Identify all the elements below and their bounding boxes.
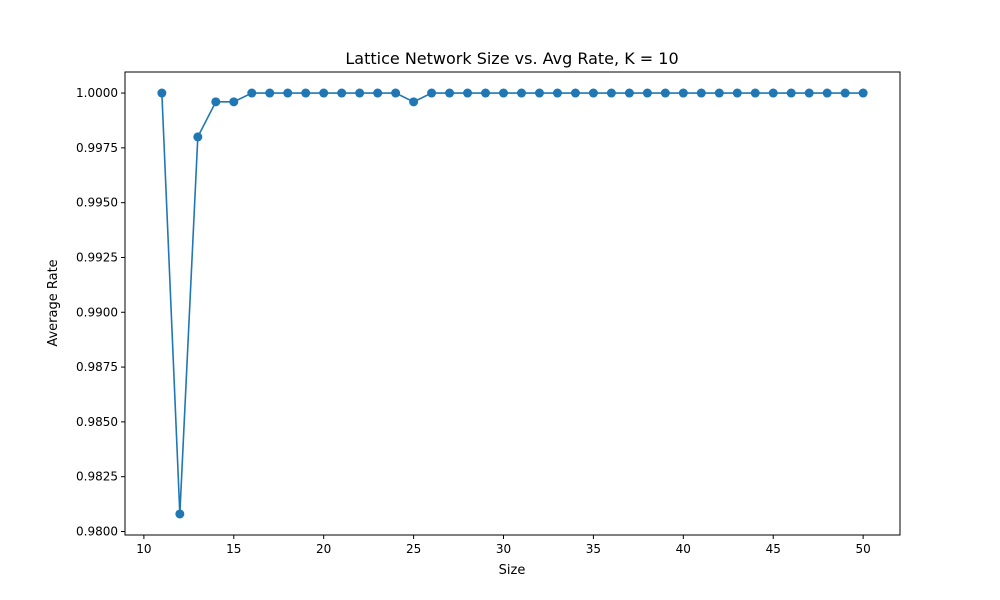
data-point <box>696 88 706 98</box>
data-point <box>409 97 419 107</box>
data-point <box>624 88 634 98</box>
data-point <box>858 88 868 98</box>
data-point <box>391 88 401 98</box>
data-point <box>301 88 311 98</box>
y-tick-label: 0.9800 <box>76 524 118 538</box>
data-point <box>768 88 778 98</box>
x-tick-label: 50 <box>855 542 870 556</box>
data-point <box>427 88 437 98</box>
y-axis-label: Average Rate <box>46 259 61 346</box>
data-point <box>606 88 616 98</box>
x-tick-label: 40 <box>676 542 691 556</box>
data-point <box>660 88 670 98</box>
data-point <box>463 88 473 98</box>
x-tick-label: 15 <box>226 542 241 556</box>
data-point <box>481 88 491 98</box>
y-tick-label: 0.9950 <box>76 196 118 210</box>
x-tick-label: 10 <box>136 542 151 556</box>
data-point <box>193 132 203 142</box>
plot-frame <box>124 71 901 536</box>
y-tick-label: 1.0000 <box>76 86 118 100</box>
data-point <box>822 88 832 98</box>
y-tick-label: 0.9975 <box>76 141 118 155</box>
data-point <box>570 88 580 98</box>
series-line <box>161 92 864 514</box>
data-point <box>516 88 526 98</box>
data-point <box>642 88 652 98</box>
data-point <box>265 88 275 98</box>
data-point <box>157 88 167 98</box>
x-tick-label: 20 <box>316 542 331 556</box>
x-tick-label: 35 <box>586 542 601 556</box>
data-point <box>445 88 455 98</box>
data-point <box>247 88 257 98</box>
data-point <box>283 88 293 98</box>
y-tick-label: 0.9825 <box>76 470 118 484</box>
data-point <box>319 88 329 98</box>
data-point <box>175 509 185 519</box>
chart-title: Lattice Network Size vs. Avg Rate, K = 1… <box>345 49 678 68</box>
x-tick-label: 25 <box>406 542 421 556</box>
x-axis-label: Size <box>499 563 526 578</box>
data-point <box>840 88 850 98</box>
data-point <box>499 88 509 98</box>
data-point <box>355 88 365 98</box>
x-tick-label: 45 <box>766 542 781 556</box>
data-point <box>588 88 598 98</box>
data-point <box>750 88 760 98</box>
data-point <box>229 97 239 107</box>
y-tick-label: 0.9925 <box>76 250 118 264</box>
data-point <box>732 88 742 98</box>
y-tick-label: 0.9850 <box>76 415 118 429</box>
data-point <box>534 88 544 98</box>
data-point <box>804 88 814 98</box>
data-point <box>552 88 562 98</box>
data-point <box>373 88 383 98</box>
y-tick-label: 0.9900 <box>76 305 118 319</box>
data-point <box>714 88 724 98</box>
series-layer <box>157 88 868 519</box>
y-axis: 0.9800 0.9825 0.9850 0.9875 0.9900 0.9925 0.99… <box>76 86 125 538</box>
data-point <box>337 88 347 98</box>
y-tick-label: 0.9875 <box>76 360 118 374</box>
x-tick-label: 30 <box>496 542 511 556</box>
data-point <box>211 97 221 107</box>
data-point <box>786 88 796 98</box>
x-axis: 10 15 20 25 30 35 40 45 50 <box>136 535 871 556</box>
data-point <box>678 88 688 98</box>
